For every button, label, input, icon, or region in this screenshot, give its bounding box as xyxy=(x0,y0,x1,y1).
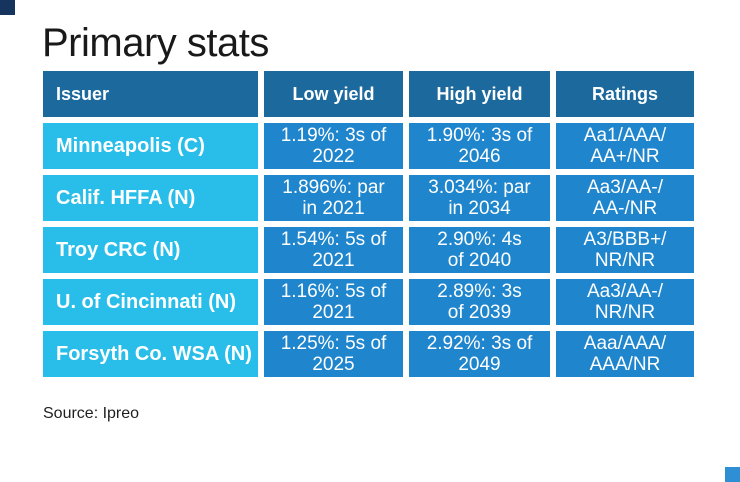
header-cell-issuer: Issuer xyxy=(43,71,258,117)
issuer-cell: U. of Cincinnati (N) xyxy=(43,279,258,325)
header-cell-low-yield: Low yield xyxy=(264,71,403,117)
source-attribution: Source: Ipreo xyxy=(43,405,140,422)
issuer-cell: Calif. HFFA (N) xyxy=(43,175,258,221)
low-yield-cell: 1.896%: par in 2021 xyxy=(264,175,403,221)
high-yield-cell: 3.034%: par in 2034 xyxy=(409,175,550,221)
header-cell-high-yield: High yield xyxy=(409,71,550,117)
ratings-cell: Aa3/AA-/ NR/NR xyxy=(556,279,694,325)
issuer-cell: Minneapolis (C) xyxy=(43,123,258,169)
ratings-cell: Aaa/AAA/ AAA/NR xyxy=(556,331,694,377)
low-yield-cell: 1.25%: 5s of 2025 xyxy=(264,331,403,377)
issuer-cell: Troy CRC (N) xyxy=(43,227,258,273)
low-yield-cell: 1.54%: 5s of 2021 xyxy=(264,227,403,273)
corner-accent-bottom-right xyxy=(725,467,740,482)
issuer-cell: Forsyth Co. WSA (N) xyxy=(43,331,258,377)
low-yield-cell: 1.16%: 5s of 2021 xyxy=(264,279,403,325)
ratings-cell: Aa3/AA-/ AA-/NR xyxy=(556,175,694,221)
high-yield-cell: 1.90%: 3s of 2046 xyxy=(409,123,550,169)
low-yield-cell: 1.19%: 3s of 2022 xyxy=(264,123,403,169)
high-yield-cell: 2.89%: 3s of 2039 xyxy=(409,279,550,325)
high-yield-cell: 2.92%: 3s of 2049 xyxy=(409,331,550,377)
high-yield-cell: 2.90%: 4s of 2040 xyxy=(409,227,550,273)
ratings-cell: A3/BBB+/ NR/NR xyxy=(556,227,694,273)
primary-stats-table: Issuer Low yield High yield Ratings Minn… xyxy=(43,71,694,377)
ratings-cell: Aa1/AAA/ AA+/NR xyxy=(556,123,694,169)
page-title: Primary stats xyxy=(42,21,269,65)
corner-accent-top-left xyxy=(0,0,15,15)
header-cell-ratings: Ratings xyxy=(556,71,694,117)
